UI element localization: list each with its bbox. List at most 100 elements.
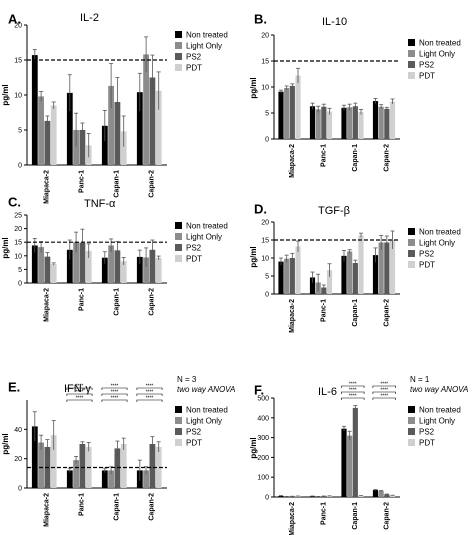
panel-2-legend-label-3: PS2: [419, 61, 435, 70]
panel-1-bar-1-3: [44, 120, 51, 165]
panel-4-bar-4-1: [372, 255, 379, 294]
panel-6-x-tick-label-1: Miapaca-2: [289, 502, 296, 535]
panel-6-bar-3-4: [358, 495, 364, 497]
panel-4-legend-swatch-2: [408, 239, 415, 246]
panel-3-letter: C.: [8, 195, 21, 210]
panel-2-bar-3-1: [341, 107, 347, 139]
panel-3-y-tick-label-5: 25: [14, 213, 22, 220]
panel-6-bar-1-3: [289, 496, 295, 497]
panel-6-x-tick-label-2: Panc-1: [320, 502, 327, 525]
panel-4-bar-2-1: [309, 277, 316, 294]
panel-3-bar-3-2: [108, 245, 114, 283]
panel-5-sig-bracket-4: [101, 387, 128, 390]
panel-5-sig-bracket-8: [136, 393, 163, 396]
panel-3-bar-2-3: [79, 242, 86, 283]
panel-6-bar-2-3: [321, 496, 327, 497]
panel-3-bar-2-1: [66, 249, 73, 283]
panel-6-y-tick-label-0: 0: [265, 495, 269, 502]
panel-5-sig-label-1: ****: [76, 384, 84, 390]
panel-6-bar-2-4: [326, 496, 333, 497]
panel-3-y-tick-label-4: 20: [14, 226, 22, 233]
panel-5-x-tick-label-2: Panc-1: [79, 493, 86, 516]
panel-6-bar-3-1: [341, 428, 347, 497]
panel-3-legend-label-2: Light Only: [186, 233, 222, 242]
panel-1-legend-swatch-1: [175, 31, 182, 38]
panel-3-title: TNF-α: [84, 198, 116, 210]
panel-3-legend-swatch-4: [175, 255, 182, 262]
panel-4-bar-1-3: [289, 258, 295, 294]
panel-6-y-tick-label-5: 500: [257, 396, 269, 403]
panel-6-y-axis-label: pg/ml: [249, 437, 258, 458]
panel-2-bar-1-3: [289, 85, 295, 139]
panel-3-x-tick-label-1: Miapaca-2: [44, 288, 51, 322]
panel-6-legend-swatch-3: [408, 428, 415, 435]
panel-5-sig-label-7: ****: [146, 384, 154, 390]
panel-4-bar-2-3: [321, 287, 327, 294]
panel-4-x-tick-label-3: Capan-1: [352, 299, 359, 327]
panel-5-bar-2-1: [66, 470, 73, 488]
panel-4-y-tick-label-4: 20: [261, 220, 269, 227]
panel-5-bar-2-2: [73, 460, 79, 488]
panel-5-legend-label-4: PDT: [186, 439, 202, 448]
panel-5-legend-swatch-4: [175, 439, 182, 446]
panel-1-bar-2-3: [79, 130, 86, 165]
panel-6-sig-bracket-2: [341, 391, 365, 394]
panel-3-y-tick-label-2: 10: [14, 253, 22, 260]
panel-1-x-tick-label-3: Capan-1: [114, 170, 121, 198]
panel-4-bar-1-4: [295, 246, 301, 294]
panel-3-y-tick-label-1: 5: [18, 267, 22, 274]
panel-6-bar-3-2: [347, 435, 353, 497]
panel-6-y-tick-label-4: 400: [257, 415, 269, 422]
panel-2-title: IL-10: [322, 16, 347, 28]
panel-6-sig-bracket-1: [341, 385, 365, 388]
panel-6-sig-label-4: ****: [380, 382, 388, 388]
panel-2-bar-4-1: [372, 101, 379, 139]
panel-4-bar-3-1: [341, 255, 347, 294]
panel-2-bar-1-4: [295, 75, 301, 139]
panel-3-x-tick-label-3: Capan-1: [114, 288, 121, 316]
panel-5-x-tick-label-3: Capan-1: [114, 493, 121, 521]
panel-4-bar-3-3: [352, 263, 358, 294]
panel-3-legend-label-1: Non treated: [186, 222, 228, 231]
panel-1-bar-4-3: [149, 77, 156, 165]
panel-3-y-tick-label-0: 0: [18, 281, 22, 288]
panel-6-sig-bracket-4: [372, 385, 396, 388]
panel-5-legend-swatch-3: [175, 428, 182, 435]
panel-4-legend-label-2: Light Only: [419, 239, 455, 248]
panel-5-sig-bracket-1: [66, 387, 93, 390]
panel-1-bar-1-4: [50, 105, 57, 165]
panel-2-y-tick-label-0: 0: [265, 137, 269, 144]
panel-4-bar-1-2: [284, 258, 290, 294]
panel-5-sig-bracket-3: [66, 399, 93, 402]
panel-1-bar-1-2: [38, 96, 44, 165]
panel-5-y-axis-label: pg/ml: [1, 433, 10, 454]
panel-6-sig-bracket-6: [372, 397, 396, 400]
panel-6-sig-label-5: ****: [380, 388, 388, 394]
panel-4-x-tick-label-1: Miapaca-2: [289, 299, 296, 333]
panel-3-bar-4-3: [149, 249, 156, 283]
panel-5-bar-2-3: [79, 444, 86, 488]
panel-5-bar-4-2: [143, 470, 149, 488]
panel-6-legend-label-1: Non treated: [419, 406, 461, 415]
panel-6-letter: F.: [254, 383, 264, 398]
panel-6-legend-swatch-1: [408, 406, 415, 413]
panel-5-sig-label-6: ****: [111, 396, 119, 402]
panel-1-y-tick-label-0: 0: [18, 163, 22, 170]
panel-2-bar-2-3: [321, 106, 327, 139]
panel-2-y-tick-label-2: 10: [261, 85, 269, 92]
panel-4-y-tick-label-3: 15: [261, 238, 269, 245]
panel-6-y-tick-label-1: 100: [257, 475, 269, 482]
panel-5-annotation-2: two way ANOVA: [177, 385, 235, 394]
panel-4-y-axis-label: pg/ml: [249, 246, 258, 267]
panel-6-bar-4-2: [378, 491, 384, 497]
panel-5-bar-3-1: [101, 470, 108, 488]
panel-3-bar-1-2: [38, 247, 44, 283]
panel-6-bar-1-4: [295, 496, 301, 497]
panel-5-bar-3-3: [114, 448, 121, 488]
panel-5-sig-bracket-5: [101, 393, 128, 396]
panel-6-y-tick-label-3: 300: [257, 435, 269, 442]
panel-5-sig-bracket-9: [136, 399, 163, 402]
panel-2-bar-4-4: [389, 101, 396, 139]
panel-4-legend-swatch-3: [408, 250, 415, 257]
panel-1-x-tick-label-2: Panc-1: [79, 170, 86, 193]
